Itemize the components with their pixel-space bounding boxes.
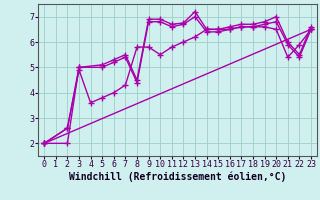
X-axis label: Windchill (Refroidissement éolien,°C): Windchill (Refroidissement éolien,°C) xyxy=(69,172,286,182)
